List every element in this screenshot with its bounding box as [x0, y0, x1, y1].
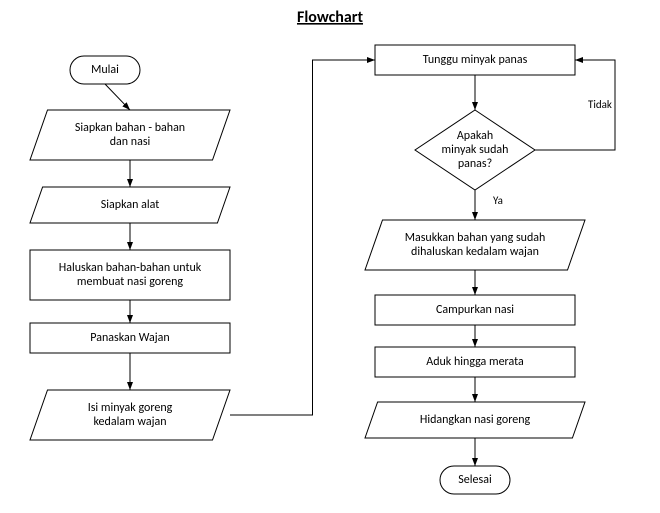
node-n10: Hidangkan nasi goreng [365, 402, 585, 438]
node-label: Selesai [458, 473, 492, 487]
node-n4: Panaskan Wajan [30, 323, 230, 353]
node-label: kedalam wajan [93, 415, 166, 429]
node-label: Siapkan alat [101, 198, 160, 212]
node-label: dihaluskan kedalam wajan [411, 245, 539, 259]
node-label: Campurkan nasi [436, 303, 514, 317]
node-label: panas? [458, 157, 492, 171]
node-end: Selesai [440, 466, 510, 494]
edge-label: Tidak [588, 98, 612, 111]
node-label: Tunggu minyak panas [423, 53, 528, 67]
node-label: Aduk hingga merata [426, 355, 524, 369]
node-label: Hidangkan nasi goreng [420, 413, 531, 427]
node-d1: Apakahminyak sudahpanas? [415, 110, 535, 190]
node-label: Mulai [91, 63, 119, 77]
node-n6: Tunggu minyak panas [375, 45, 575, 75]
node-n1: Siapkan bahan - bahandan nasi [30, 110, 230, 160]
node-label: Isi minyak goreng [88, 401, 173, 415]
node-n8: Campurkan nasi [375, 295, 575, 325]
edge-start-n1 [105, 84, 130, 110]
node-label: membuat nasi goreng [77, 275, 184, 289]
node-n2: Siapkan alat [30, 187, 230, 223]
edge-label: Ya [493, 194, 503, 207]
node-n5: Isi minyak gorengkedalam wajan [30, 390, 230, 440]
node-label: Haluskan bahan-bahan untuk [59, 261, 202, 275]
node-start: Mulai [70, 56, 140, 84]
node-n9: Aduk hingga merata [375, 347, 575, 377]
edge-n5-n6 [230, 60, 375, 415]
node-label: Panaskan Wajan [90, 331, 169, 345]
node-label: Siapkan bahan - bahan [75, 121, 185, 135]
node-label: Masukkan bahan yang sudah [405, 231, 546, 245]
node-label: Apakah [457, 129, 493, 143]
node-n7: Masukkan bahan yang sudahdihaluskan keda… [365, 220, 585, 270]
node-n3: Haluskan bahan-bahan untukmembuat nasi g… [30, 250, 230, 300]
flowchart-canvas: Flowchart Mulai Siapkan bahan - bahandan n… [0, 0, 660, 513]
title: Flowchart [297, 8, 363, 27]
node-label: dan nasi [110, 135, 151, 149]
node-label: minyak sudah [442, 143, 509, 157]
